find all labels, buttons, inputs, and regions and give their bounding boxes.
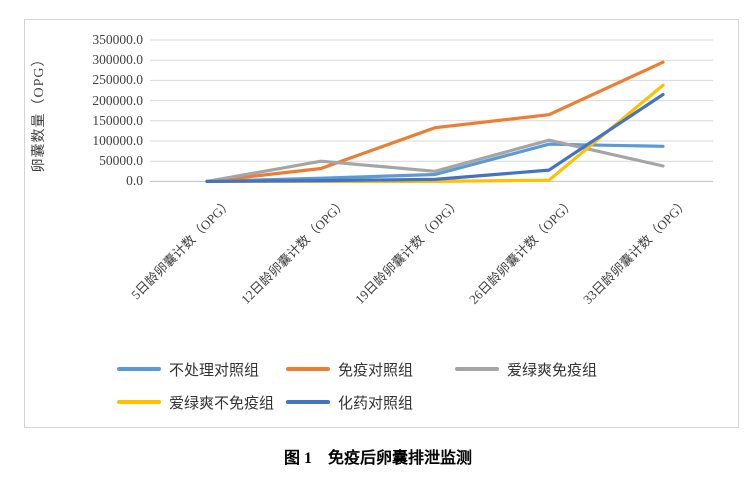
legend-label: 不处理对照组 (169, 362, 260, 379)
legend-item-2: 爱绿爽免疫组 (455, 358, 597, 380)
legend-line-swatch (286, 367, 330, 371)
legend-item-4: 化药对照组 (286, 391, 413, 413)
y-axis-tick-label: 0.0 (126, 173, 143, 189)
y-axis-tick-label: 350000.0 (92, 32, 143, 47)
y-axis-tick-label: 150000.0 (92, 112, 143, 128)
series-line-1 (205, 60, 665, 183)
y-axis-tick-label: 100000.0 (92, 133, 143, 148)
legend-line-swatch (117, 400, 161, 404)
y-axis-tick-label: 250000.0 (92, 72, 143, 88)
chart-frame (24, 19, 739, 428)
y-axis-tick-label: 200000.0 (92, 92, 143, 108)
y-axis-tick-label: 300000.0 (92, 52, 143, 68)
figure-caption: 图 1 免疫后卵囊排泄监测 (283, 450, 472, 467)
legend-label: 化药对照组 (338, 395, 414, 412)
series-line-4 (205, 92, 665, 183)
legend-label: 免疫对照组 (338, 362, 414, 379)
legend-label: 爱绿爽免疫组 (507, 362, 598, 379)
legend-line-swatch (117, 367, 161, 371)
legend-item-1: 免疫对照组 (286, 358, 413, 380)
legend-label: 爱绿爽不免疫组 (169, 395, 275, 412)
y-axis-tick-label: 50000.0 (99, 153, 143, 169)
legend-line-swatch (286, 400, 330, 404)
legend-line-swatch (455, 367, 499, 371)
legend-item-3: 爱绿爽不免疫组 (117, 391, 274, 413)
series-line-3 (205, 83, 665, 183)
legend-item-0: 不处理对照组 (117, 358, 259, 380)
y-axis-title: 卵囊数量（OPG） (32, 51, 47, 173)
